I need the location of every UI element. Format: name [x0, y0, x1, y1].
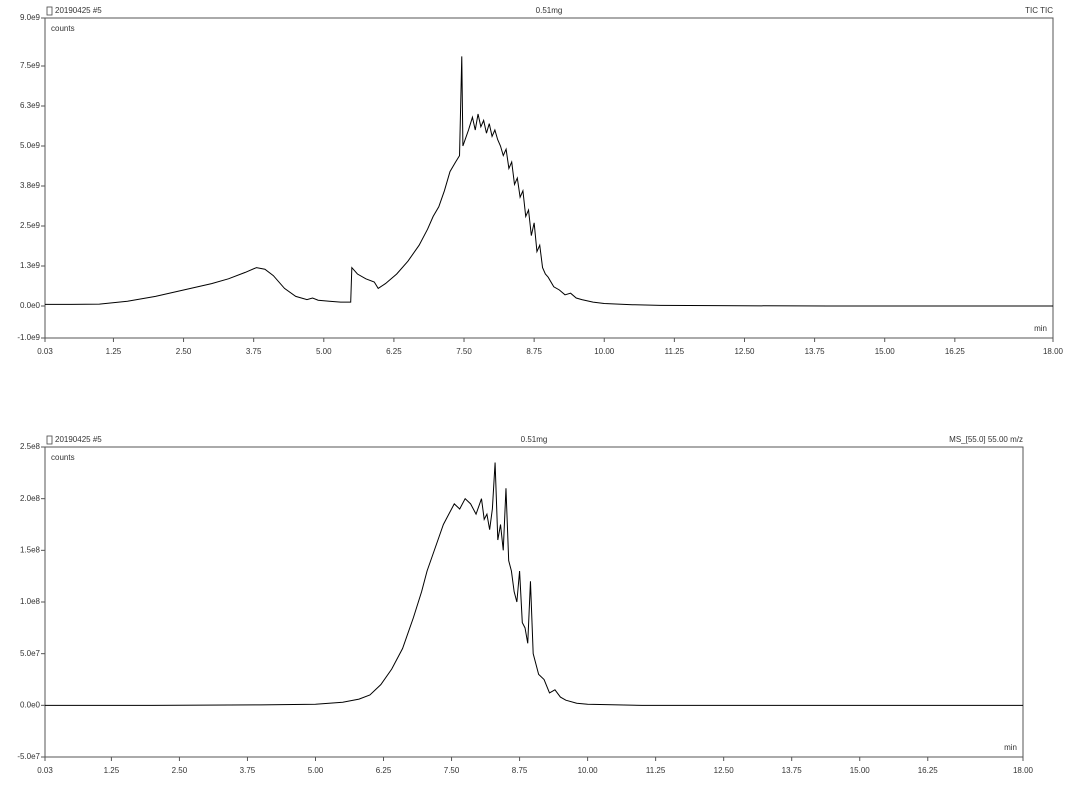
- plot-frame: [44, 17, 1054, 339]
- chromatogram-icon: [46, 6, 53, 16]
- y-tick-label: 6.3e9: [20, 101, 41, 110]
- x-tick-label: 16.25: [945, 347, 966, 356]
- x-tick-label: 1.25: [104, 766, 120, 775]
- y-tick-label: 2.0e8: [20, 494, 41, 503]
- chart-title: 20190425 #5: [55, 435, 102, 444]
- y-tick-label: -5.0e7: [17, 752, 40, 761]
- y-tick-label: 5.0e9: [20, 141, 41, 150]
- chromatogram-icon: [46, 435, 53, 445]
- y-tick-label: 5.0e7: [20, 649, 41, 658]
- chart-subtitle: 0.51mg: [521, 435, 548, 444]
- y-tick-label: 9.0e9: [20, 13, 41, 22]
- x-axis-label: min: [1004, 743, 1017, 752]
- y-tick-label: 7.5e9: [20, 61, 41, 70]
- x-tick-label: 18.00: [1013, 766, 1034, 775]
- x-tick-label: 11.25: [665, 347, 685, 356]
- x-tick-label: 13.75: [805, 347, 826, 356]
- x-tick-label: 5.00: [308, 766, 324, 775]
- x-tick-label: 12.50: [734, 347, 755, 356]
- x-tick-label: 3.75: [246, 347, 262, 356]
- x-tick-label: 16.25: [918, 766, 939, 775]
- y-tick-label: 2.5e9: [20, 221, 41, 230]
- y-tick-label: 2.5e8: [20, 442, 41, 451]
- x-tick-label: 15.00: [850, 766, 871, 775]
- x-tick-label: 3.75: [240, 766, 256, 775]
- y-tick-label: 3.8e9: [20, 181, 41, 190]
- x-tick-label: 11.25: [646, 766, 666, 775]
- plot-frame: [44, 446, 1024, 758]
- chart-title: 20190425 #5: [55, 6, 102, 15]
- y-tick-label: 1.0e8: [20, 597, 41, 606]
- x-tick-label: 12.50: [714, 766, 735, 775]
- y-tick-label: -1.0e9: [17, 333, 40, 342]
- y-axis-label: counts: [51, 453, 75, 462]
- x-tick-label: 10.00: [594, 347, 615, 356]
- y-tick-label: 0.0e0: [20, 301, 41, 310]
- trace-label: TIC TIC: [1025, 6, 1053, 15]
- y-tick-label: 1.3e9: [20, 261, 41, 270]
- x-tick-label: 6.25: [376, 766, 392, 775]
- trace-line: [45, 462, 1023, 706]
- x-tick-label: 6.25: [386, 347, 402, 356]
- x-tick-label: 8.75: [512, 766, 528, 775]
- x-tick-label: 2.50: [172, 766, 188, 775]
- x-tick-label: 10.00: [578, 766, 599, 775]
- y-tick-label: 0.0e0: [20, 700, 41, 709]
- chart-subtitle: 0.51mg: [536, 6, 563, 15]
- x-tick-label: 5.00: [316, 347, 332, 356]
- x-tick-label: 7.50: [456, 347, 472, 356]
- x-tick-label: 0.03: [37, 766, 53, 775]
- x-tick-label: 7.50: [444, 766, 460, 775]
- x-tick-label: 15.00: [875, 347, 896, 356]
- x-tick-label: 8.75: [526, 347, 542, 356]
- trace-line: [45, 56, 1053, 307]
- x-tick-label: 1.25: [106, 347, 122, 356]
- x-tick-label: 0.03: [37, 347, 53, 356]
- x-axis-label: min: [1034, 324, 1047, 333]
- x-tick-label: 2.50: [176, 347, 192, 356]
- y-tick-label: 1.5e8: [20, 545, 41, 554]
- x-tick-label: 13.75: [782, 766, 803, 775]
- y-axis-label: counts: [51, 24, 75, 33]
- trace-label: MS_[55.0] 55.00 m/z: [949, 435, 1023, 444]
- x-tick-label: 18.00: [1043, 347, 1064, 356]
